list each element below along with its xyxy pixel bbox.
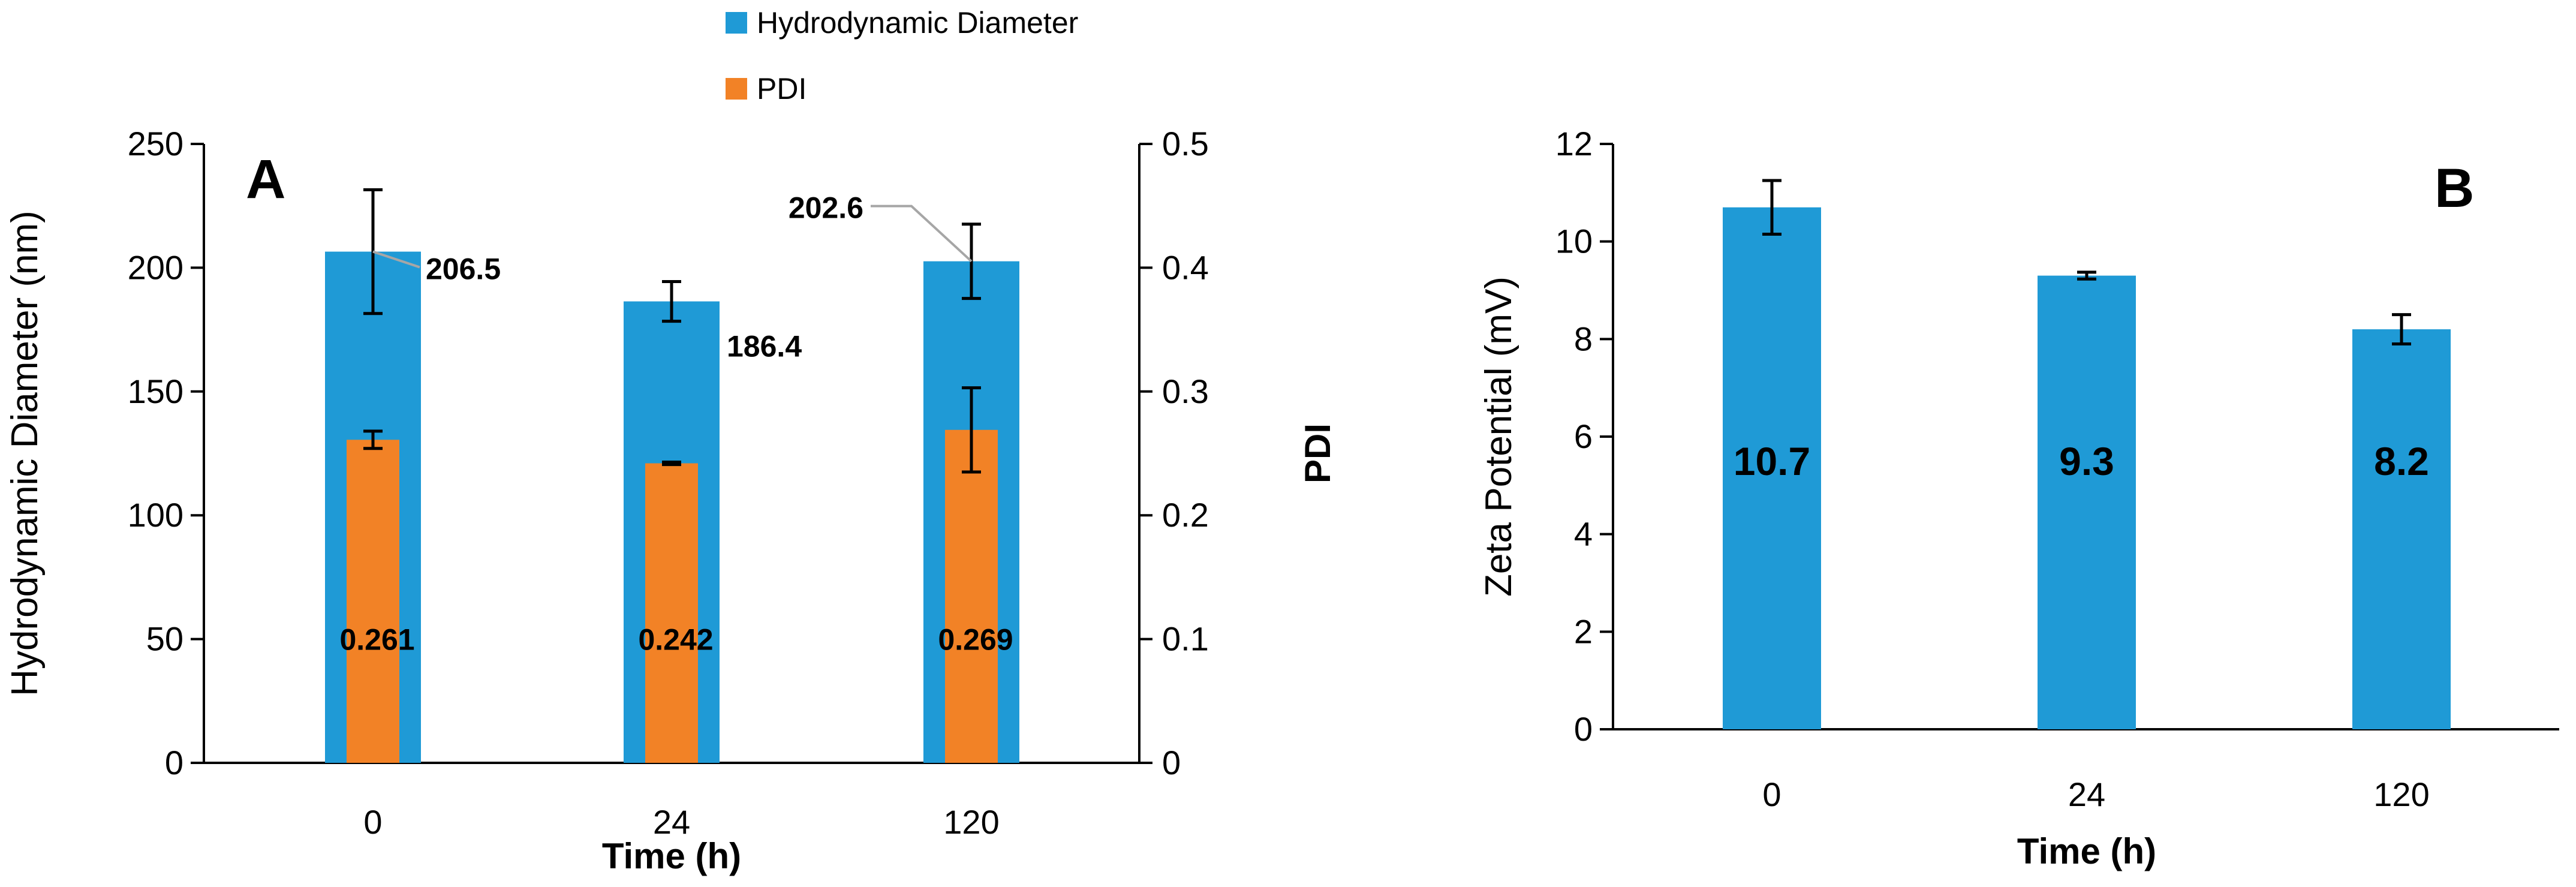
chart-b-tick-label: 4 [1574,515,1593,553]
chart-b-tick-label: 8 [1574,320,1593,357]
chart-b-tick-label: 12 [1555,125,1593,163]
chart-a-x-axis-title: Time (h) [602,836,741,876]
pdi-bar [347,440,399,763]
chart-b-x-axis-title: Time (h) [2017,831,2156,871]
zeta-value-label: 8.2 [2374,439,2429,483]
chart-b-tick-label: 10 [1555,222,1593,260]
diameter-value-label: 206.5 [426,252,501,286]
chart-b-category-label: 120 [2373,775,2429,813]
chart-a-left-tick-label: 200 [128,248,183,286]
chart-b-y-ticks: 0 2 4 6 8 10 12 [1555,125,1613,748]
zeta-bar [2352,329,2451,729]
pdi-value-label: 0.261 [339,623,414,657]
chart-b-category-label: 24 [2068,775,2105,813]
chart-a-category-label: 24 [653,803,690,841]
chart-b-y-axis-title: Zeta Potential (mV) [1478,276,1519,597]
chart-a-right-tick-label: 0.5 [1162,125,1209,163]
chart-b-tick-label: 6 [1574,417,1593,455]
diameter-leader-line [372,250,420,269]
chart-a-right-tick-label: 0 [1162,744,1181,781]
chart-b-category-label: 0 [1762,775,1781,813]
legend-swatch-diameter [726,12,747,34]
chart-a-bars [325,188,1019,763]
chart-b-bars [1723,179,2451,730]
chart-a-left-tick-label: 150 [128,372,183,410]
legend-label-pdi: PDI [757,72,806,106]
chart-a-category-label: 120 [943,803,999,841]
chart-b-tick-label: 2 [1574,612,1593,650]
pdi-value-label: 0.242 [638,623,713,657]
chart-a-y-axis-title: Hydrodynamic Diameter (nm) [4,211,46,696]
legend: Hydrodynamic Diameter PDI [726,6,1078,106]
legend-label-diameter: Hydrodynamic Diameter [757,6,1078,40]
zeta-bar [2038,275,2136,730]
diameter-value-label: 186.4 [727,330,802,363]
chart-a-category-label: 0 [363,803,382,841]
chart-a-categories: 0 24 120 [363,803,999,841]
chart-a-left-tick-label: 50 [146,620,183,658]
pdi-bar [645,463,698,763]
diameter-value-label: 202.6 [789,191,863,225]
chart-a-right-ticks: 0 0.1 0.2 0.3 0.4 0.5 [1139,125,1209,781]
zeta-value-label: 10.7 [1734,439,1810,483]
chart-a-panel-label: A [246,149,285,210]
chart-b-panel-label: B [2434,158,2474,219]
chart-a-y2-axis-title: PDI [1298,423,1338,483]
chart-a-left-tick-label: 250 [128,125,183,163]
chart-a-leader-lines [372,205,973,269]
chart-a-data-labels: 0.261 0.242 0.269 206.5 186.4 202.6 [339,191,1013,657]
chart-b-categories: 0 24 120 [1762,775,2429,813]
chart-a-right-tick-label: 0.2 [1162,496,1209,534]
legend-swatch-pdi [726,78,747,100]
chart-a-right-tick-label: 0.4 [1162,248,1209,286]
diameter-leader-line [871,205,973,263]
zeta-bar [1723,207,1821,729]
chart-a-left-ticks: 0 50 100 150 200 250 [128,125,204,781]
chart-a-right-tick-label: 0.3 [1162,372,1209,410]
chart-b-data-labels: 10.7 9.3 8.2 [1734,439,2429,483]
chart-b-tick-label: 0 [1574,710,1593,748]
pdi-value-label: 0.269 [938,623,1013,657]
pdi-bar [945,429,998,763]
chart-a-right-tick-label: 0.1 [1162,620,1209,658]
chart-a-left-tick-label: 0 [165,744,183,781]
zeta-value-label: 9.3 [2059,439,2114,483]
chart-a-left-tick-label: 100 [128,496,183,534]
